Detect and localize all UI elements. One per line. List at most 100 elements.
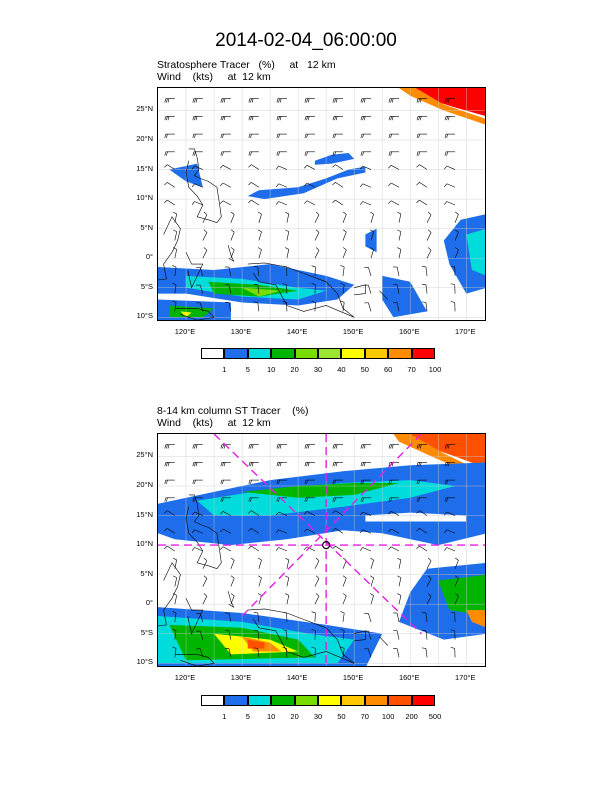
tracer-contour-1 — [399, 88, 485, 125]
coastline-2 — [185, 598, 204, 635]
colorbar-label: 30 — [313, 365, 323, 374]
top-panel-title-line1: Stratosphere Tracer (%) at 12 km — [157, 59, 336, 71]
coastline-4 — [247, 262, 355, 318]
lat-tick-label: 10°N — [136, 539, 153, 549]
lat-tick-label: 15°N — [136, 509, 153, 519]
cross-section-nw-se — [213, 434, 422, 635]
colorbar-label: 20 — [290, 712, 299, 721]
lat-tick-label: 5°S — [140, 281, 153, 291]
colorbar-swatch — [247, 348, 272, 359]
colorbar-swatch — [294, 695, 318, 706]
lat-tick-label: 25°N — [136, 104, 153, 114]
lat-tick-label: 20°N — [136, 134, 153, 143]
colorbar-swatch — [411, 348, 435, 359]
colorbar-label: 500 — [428, 712, 442, 721]
colorbar-swatch — [364, 348, 389, 359]
tracer-contour-7 — [438, 574, 485, 616]
bottom-panel-title-line1: 8-14 km column ST Tracer (%) — [157, 405, 309, 417]
bottom-map-svg — [158, 434, 485, 666]
colorbar-label: 70 — [407, 365, 416, 374]
wind-barbs — [164, 98, 459, 312]
colorbar-label: 1 — [222, 712, 227, 721]
colorbar-swatch — [341, 348, 365, 359]
colorbar-label: 40 — [337, 365, 346, 374]
colorbar-swatch — [388, 695, 412, 706]
lon-tick-label: 170°E — [454, 673, 476, 682]
lat-tick-label: 5°N — [140, 568, 153, 578]
lon-tick-label: 150°E — [342, 327, 364, 336]
colorbar-label: 100 — [381, 712, 395, 721]
lon-tick-label: 160°E — [398, 327, 420, 336]
wind-barbs — [164, 444, 459, 658]
lon-tick-label: 120°E — [174, 327, 196, 336]
top-map — [157, 87, 486, 321]
bottom-panel-title-line2: Wind (kts) at 12 km — [157, 417, 271, 429]
coastline-4 — [247, 608, 355, 664]
lat-tick-label: 25°N — [136, 450, 153, 460]
lat-tick-label: 5°N — [140, 222, 153, 232]
colorbar-swatch — [247, 695, 272, 706]
lat-tick-label: 10°N — [136, 193, 153, 203]
lat-tick-label: 0° — [145, 598, 153, 608]
lat-tick-label: 20°N — [136, 480, 153, 489]
tracer-contour-9 — [242, 287, 282, 297]
lon-tick-label: 160°E — [398, 673, 420, 682]
coastline-2 — [185, 252, 204, 289]
colorbar-label: 50 — [337, 712, 346, 721]
colorbar-swatch — [224, 695, 248, 706]
colorbar-label: 200 — [405, 712, 418, 721]
tracer-contour-14 — [382, 275, 427, 318]
bottom-map — [157, 433, 486, 667]
colorbar-label: 50 — [360, 365, 369, 374]
top-panel-title-line2: Wind (kts) at 12 km — [157, 71, 271, 83]
colorbar-label: 20 — [290, 365, 299, 374]
tracer-contour-2 — [247, 166, 366, 200]
tracer-contour-4 — [242, 483, 399, 498]
colorbar-label: 5 — [245, 712, 250, 721]
cross-section-lines — [158, 434, 485, 666]
lat-tick-label: 15°N — [136, 163, 153, 173]
colorbar-swatch — [388, 348, 412, 359]
coastline-1 — [158, 216, 181, 281]
coastline-7 — [174, 654, 215, 666]
tracer-contour-3 — [314, 153, 355, 165]
lat-tick-label: 0° — [145, 252, 153, 262]
coastline-0 — [185, 148, 222, 224]
colorbar-swatch — [411, 695, 435, 706]
lon-tick-label: 120°E — [174, 673, 196, 682]
tracer-contour-5 — [466, 229, 485, 276]
figure-title: 2014-02-04_06:00:00 — [215, 30, 397, 51]
colorbar-label: 5 — [245, 365, 250, 374]
tracer-shading — [158, 434, 485, 666]
colorbar-label: 60 — [384, 365, 393, 374]
lon-tick-label: 130°E — [230, 327, 252, 336]
coastline-5 — [354, 284, 366, 296]
colorbar-label: 100 — [428, 365, 442, 374]
lon-tick-label: 140°E — [286, 673, 308, 682]
bottom-colorbar — [201, 695, 435, 707]
colorbar-swatch — [201, 348, 225, 359]
coastline-5 — [354, 630, 366, 642]
lon-tick-label: 170°E — [454, 327, 476, 336]
top-colorbar — [201, 348, 435, 360]
tracer-contour-5 — [365, 512, 467, 522]
colorbar-swatch — [201, 695, 225, 706]
colorbar-label: 30 — [313, 712, 323, 721]
colorbar-swatch — [224, 348, 248, 359]
lat-tick-label: 10°S — [136, 311, 153, 321]
colorbar-swatch — [294, 348, 318, 359]
coastline-6 — [379, 290, 389, 300]
colorbar-label: 1 — [222, 365, 227, 374]
colorbar-label: 10 — [267, 365, 276, 374]
coastline-7 — [174, 308, 215, 320]
colorbar-swatch — [317, 695, 342, 706]
tracer-shading — [158, 88, 485, 320]
colorbar-swatch — [271, 348, 295, 359]
lat-tick-label: 5°S — [140, 627, 153, 637]
lat-tick-label: 10°S — [136, 657, 153, 667]
lon-tick-label: 140°E — [286, 327, 308, 336]
tracer-contour-14 — [247, 639, 265, 649]
coastline-3 — [227, 591, 235, 608]
colorbar-swatch — [364, 695, 389, 706]
top-map-svg — [158, 88, 485, 320]
